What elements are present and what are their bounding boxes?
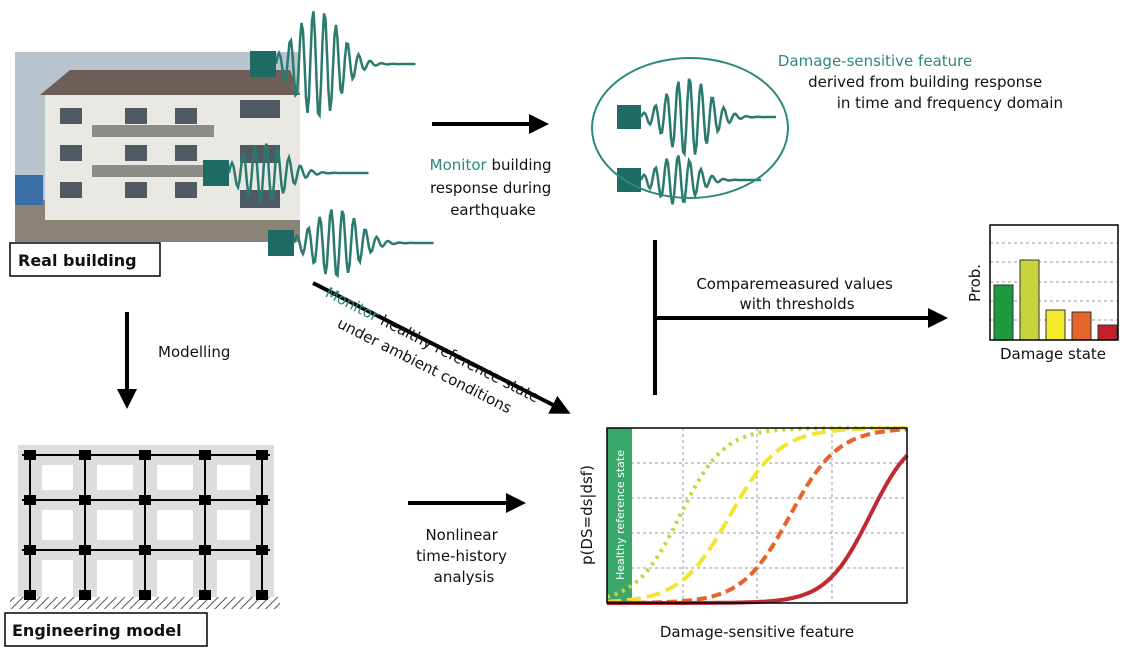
building-photo [15,52,300,242]
seismogram [639,78,776,158]
node [256,450,268,460]
feature-text: Damage-sensitive feature derived from bu… [778,52,1063,112]
bar-y-label: Prob. [966,264,984,302]
node [256,545,268,555]
bar-chart: Prob. Damage state [966,224,1119,363]
bar-x-label: Damage state [1000,345,1106,363]
node [24,590,36,600]
fragility-plot: Healthy reference state p(DS=ds|dsf) Dam… [578,426,909,641]
seismogram [274,11,416,119]
node [199,590,211,600]
fragility-y-label: p(DS=ds|dsf) [578,465,596,565]
feature-ellipse [591,57,789,199]
seismogram [292,209,434,279]
node [139,495,151,505]
fragility-x-label: Damage-sensitive feature [660,623,854,641]
node [79,495,91,505]
text: Monitor [430,156,488,174]
node [79,545,91,555]
seismograms [227,11,776,279]
engineering-model [10,445,280,609]
node [139,545,151,555]
text: analysis [434,568,495,586]
building-label: Real building [18,251,137,270]
monitor-response-text: Monitor building response during earthqu… [430,156,557,219]
analysis-text: Nonlinear time-history analysis [416,526,512,586]
arrows [117,114,948,513]
text: derived from building response [808,73,1042,91]
model-label: Engineering model [12,621,182,640]
text: time-history [416,547,507,565]
modelling-text: Modelling [158,343,230,361]
text: Comparemeasured values [696,275,893,293]
node [199,450,211,460]
text: earthquake [450,201,536,219]
text: Damage-sensitive feature [778,52,972,70]
node [24,545,36,555]
node [79,450,91,460]
monitor-healthy-text: Monitor healthy reference state under am… [312,283,546,428]
node [199,545,211,555]
node [256,495,268,505]
sensors [203,51,641,256]
text: Nonlinear [425,526,498,544]
node [24,495,36,505]
model-label-box: Engineering model [4,612,208,647]
compare-text: Comparemeasured values with thresholds [696,275,897,313]
node [24,450,36,460]
band-label: Healthy reference state [614,450,627,580]
node [256,590,268,600]
node [139,590,151,600]
text: response during [430,179,551,197]
building-label-box: Real building [9,242,161,277]
text: building [491,156,551,174]
text: with thresholds [739,295,854,313]
seismogram [227,143,369,203]
fragility-curve [606,426,908,604]
node [79,590,91,600]
node [139,450,151,460]
text: in time and frequency domain [837,94,1063,112]
node [199,495,211,505]
fragility-curve [607,427,908,605]
